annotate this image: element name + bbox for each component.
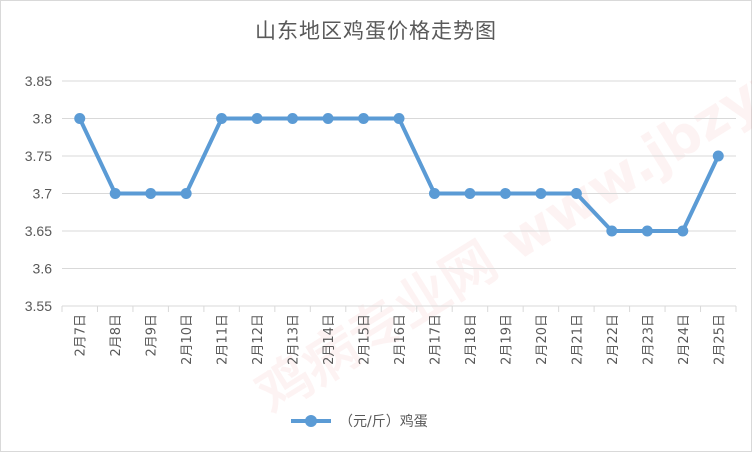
x-tick-label: 2月23日	[641, 314, 656, 365]
x-tick-label: 2月10日	[180, 314, 195, 365]
series-line	[77, 116, 721, 233]
y-tick-label: 3.55	[25, 298, 52, 314]
x-tick-label: 2月16日	[393, 314, 408, 365]
data-point	[712, 150, 724, 162]
data-point	[677, 225, 689, 237]
data-point	[393, 113, 405, 124]
x-tick-label: 2月8日	[109, 314, 124, 357]
y-tick-label: 3.85	[25, 73, 52, 89]
x-tick-label: 2月18日	[464, 314, 479, 365]
x-tick-label: 2月21日	[570, 314, 585, 365]
y-tick-label: 3.7	[33, 186, 53, 202]
y-tick-label: 3.8	[33, 111, 53, 127]
data-point	[499, 188, 511, 199]
x-tick-label: 2月12日	[251, 314, 266, 365]
data-point	[358, 113, 370, 124]
data-point	[606, 225, 618, 237]
data-point	[322, 113, 334, 124]
x-tick-label: 2月22日	[606, 314, 621, 365]
x-tick-label: 2月14日	[322, 314, 337, 365]
data-point	[464, 188, 476, 199]
data-point	[535, 188, 547, 199]
y-tick-label: 3.75	[25, 148, 52, 164]
data-point	[287, 113, 299, 124]
x-tick-label: 2月11日	[216, 314, 231, 365]
data-point	[109, 188, 121, 199]
x-tick-label: 2月9日	[145, 314, 160, 357]
y-tick-label: 3.65	[25, 223, 52, 239]
legend-label: （元/斤）鸡蛋	[339, 414, 428, 430]
x-tick-label: 2月19日	[499, 314, 514, 365]
chart-title: 山东地区鸡蛋价格走势图	[255, 19, 497, 43]
data-point	[570, 188, 582, 199]
data-point	[641, 225, 653, 237]
x-tick-label: 2月25日	[712, 314, 727, 365]
data-point	[180, 188, 192, 199]
legend: （元/斤）鸡蛋	[291, 409, 428, 433]
x-tick-label: 2月17日	[428, 314, 443, 365]
x-tick-label: 2月20日	[535, 314, 550, 365]
x-tick-label: 2月7日	[74, 314, 89, 357]
data-point	[251, 113, 263, 124]
data-point	[145, 188, 157, 199]
data-point	[74, 113, 86, 124]
legend-marker	[291, 415, 331, 427]
data-point	[428, 188, 440, 199]
x-tick-label: 2月13日	[287, 314, 302, 365]
x-tick-label: 2月24日	[677, 314, 692, 365]
y-tick-label: 3.6	[33, 261, 53, 277]
data-point	[216, 113, 228, 124]
x-tick-label: 2月15日	[358, 314, 373, 365]
